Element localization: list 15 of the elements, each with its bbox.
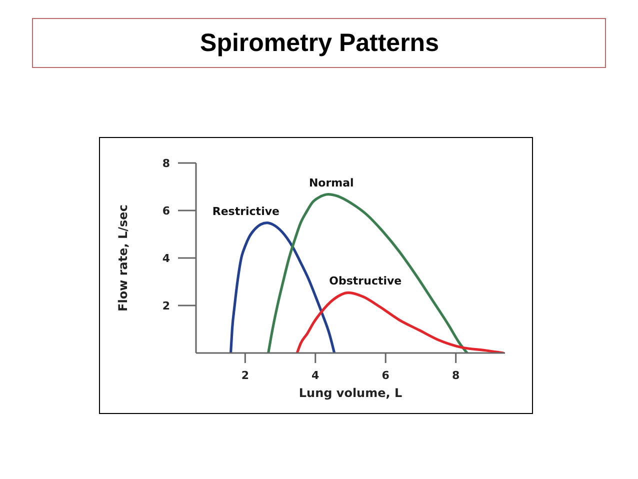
y-tick-label: 4 — [162, 252, 170, 265]
x-tick-label: 4 — [312, 368, 320, 382]
series-label: Normal — [308, 176, 354, 190]
x-tick-label: 6 — [382, 368, 390, 382]
series-label: Obstructive — [329, 274, 402, 288]
line-series — [296, 291, 505, 353]
x-axis-title: Lung volume, L — [298, 386, 402, 400]
y-axis-title: Flow rate, L/sec — [116, 204, 130, 312]
chart-title: Spirometry Patterns — [200, 29, 439, 58]
x-tick-label: 8 — [452, 368, 460, 382]
series-label: Restrictive — [212, 204, 280, 218]
y-tick-label: 2 — [162, 299, 170, 312]
x-tick-label: 2 — [241, 368, 249, 382]
y-tick-label: 6 — [162, 204, 170, 218]
y-tick-label: 8 — [162, 156, 170, 170]
